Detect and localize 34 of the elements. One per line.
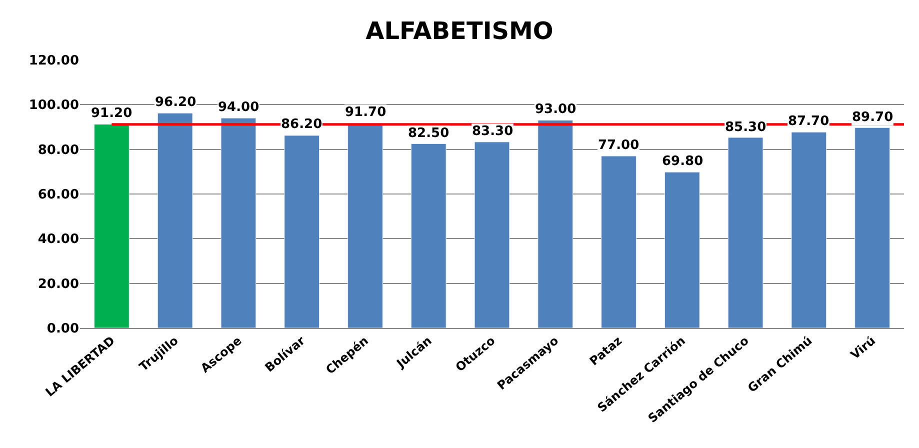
- bar: [601, 156, 636, 328]
- bar: [791, 132, 827, 328]
- data-label: 87.70: [788, 114, 830, 129]
- bar: [728, 137, 764, 328]
- y-tick-label: 80.00: [38, 142, 79, 158]
- data-label: 93.00: [535, 102, 576, 117]
- bar: [664, 172, 700, 328]
- bar: [284, 135, 320, 328]
- data-label: 89.70: [852, 110, 894, 125]
- data-label: 91.70: [345, 105, 386, 120]
- y-tick-label: 120.00: [28, 54, 79, 69]
- bar: [854, 127, 890, 328]
- bar: [410, 144, 446, 328]
- bar: [220, 118, 256, 328]
- bar: [94, 124, 130, 328]
- data-label: 77.00: [598, 138, 640, 153]
- y-tick-label: 100.00: [28, 98, 79, 114]
- data-label: 96.20: [155, 95, 196, 110]
- data-label: 86.20: [281, 117, 322, 132]
- bar: [538, 120, 574, 328]
- data-label: 91.20: [91, 106, 132, 121]
- y-tick-label: 20.00: [38, 276, 79, 292]
- bar: [474, 142, 510, 328]
- y-tick-label: 0.00: [46, 322, 79, 337]
- bar: [157, 112, 193, 328]
- data-label: 83.30: [472, 124, 514, 139]
- data-label: 94.00: [218, 100, 260, 115]
- data-label: 85.30: [725, 120, 766, 135]
- data-label: 82.50: [408, 126, 450, 141]
- chart-title: ALFABETISMO: [366, 17, 554, 46]
- y-tick-label: 60.00: [38, 188, 79, 203]
- data-label: 69.80: [662, 154, 704, 169]
- bar: [348, 122, 383, 328]
- y-tick-label: 40.00: [38, 232, 79, 248]
